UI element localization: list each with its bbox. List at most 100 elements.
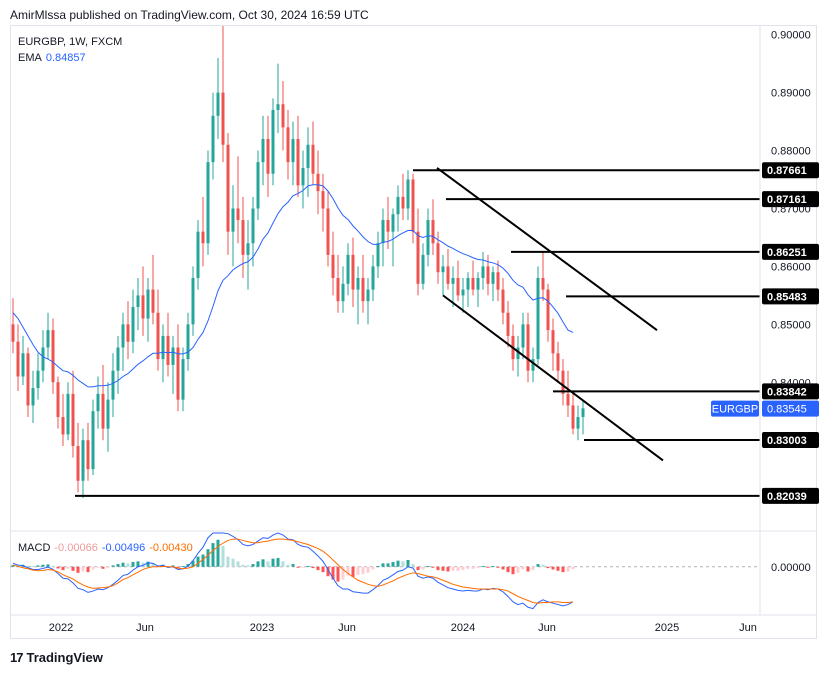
candle-body (211, 115, 215, 163)
candle-body (236, 208, 240, 221)
candle-body (101, 393, 105, 429)
level-price-label: 0.82039 (767, 491, 807, 503)
macd-histogram-bar (191, 560, 195, 567)
candle-body (456, 278, 460, 296)
macd-histogram-bar (91, 566, 95, 570)
macd-histogram-bar (136, 561, 140, 567)
macd-histogram-bar (81, 566, 85, 572)
candle-body (421, 254, 425, 284)
candle-body (416, 231, 420, 284)
candle-body (556, 353, 560, 371)
macd-histogram-bar (486, 566, 490, 568)
candle-body (401, 196, 405, 209)
candle-body (406, 179, 410, 209)
candle-body (501, 289, 505, 313)
macd-histogram-bar (251, 564, 255, 567)
macd-histogram-bar (96, 566, 100, 568)
symbol-legend[interactable]: EURGBP, 1W, FXCM (18, 36, 122, 48)
macd-histogram-bar (76, 566, 80, 573)
macd-histogram-bar (556, 566, 560, 571)
macd-histogram-bar (311, 566, 315, 569)
candle-body (466, 278, 470, 290)
ema-legend[interactable]: EMA 0.84857 (18, 52, 86, 64)
time-tick-label: 2022 (49, 622, 73, 634)
macd-histogram-bar (351, 566, 355, 577)
candle-body (221, 92, 225, 145)
macd-line (12, 532, 574, 610)
macd-histogram-bar (271, 558, 275, 567)
macd-histogram-bar (526, 566, 530, 572)
candle-body (131, 306, 135, 342)
tradingview-footer[interactable]: 17 TradingView (10, 650, 103, 665)
chart-frame[interactable] (10, 25, 817, 639)
candle-body (536, 278, 540, 360)
candle-body (196, 231, 200, 278)
candle-body (106, 399, 110, 429)
macd-histogram-bar (561, 566, 565, 573)
candle-body (116, 347, 120, 371)
candle-body (576, 417, 580, 429)
candle-body (451, 278, 455, 284)
macd-histogram-bar (61, 566, 65, 571)
candle-body (201, 231, 205, 244)
macd-histogram-bar (381, 563, 385, 567)
macd-histogram-bar (306, 566, 310, 568)
macd-histogram-bar (291, 564, 295, 567)
macd-histogram-bar (256, 561, 260, 567)
candle-body (286, 127, 290, 163)
last-price-label: 0.83545 (767, 404, 807, 416)
macd-histogram-bar (431, 566, 435, 568)
macd-histogram-bar (116, 564, 120, 567)
candle-body (581, 408, 585, 418)
candle-body (91, 411, 95, 470)
macd-histogram-bar (366, 566, 370, 573)
candle-body (136, 295, 140, 307)
price-tick-label: 0.84000 (771, 377, 811, 389)
candle-body (366, 289, 370, 302)
candle-body (446, 266, 450, 284)
symbol-title: EURGBP, 1W, FXCM (18, 36, 123, 48)
candle-body (471, 278, 475, 290)
macd-histogram-bar (391, 562, 395, 567)
macd-histogram-bar (236, 561, 240, 567)
macd-histogram-bar (536, 564, 540, 567)
level-price-label: 0.87161 (767, 194, 807, 206)
ema-line (12, 184, 574, 388)
macd-histogram-bar (336, 566, 340, 582)
price-tick-label: 0.88000 (771, 146, 811, 158)
symbol-name-label: EURGBP (712, 404, 758, 416)
candle-body (16, 341, 20, 377)
macd-histogram-bar (111, 565, 115, 567)
macd-legend[interactable]: MACD -0.00066 -0.00496 -0.00430 (18, 542, 193, 554)
time-tick-label: Jun (338, 622, 356, 634)
time-tick-label: Jun (136, 622, 154, 634)
level-price-label-bg (762, 191, 819, 208)
macd-histogram-bar (71, 566, 75, 571)
macd-histogram-bar (206, 549, 210, 567)
tradingview-brand: TradingView (26, 650, 103, 665)
macd-histogram-bar (51, 566, 55, 568)
time-tick-label: Jun (538, 622, 556, 634)
candle-body (281, 104, 285, 128)
ema-label: EMA (18, 52, 42, 64)
candle-body (301, 167, 305, 186)
macd-histogram-bar (471, 566, 475, 569)
last-price-label-bg (762, 400, 819, 417)
axes-layer: 0.90000 0.89000 0.88000 0.87000 0.86000 0.850… (10, 25, 817, 634)
candle-body (311, 144, 315, 174)
candle-body (231, 208, 235, 232)
macd-histogram-bar (261, 559, 265, 567)
macd-histogram-bar (296, 566, 300, 568)
level-price-label: 0.87661 (767, 165, 807, 177)
macd-histogram-bar (426, 566, 430, 568)
candle-body (341, 283, 345, 302)
macd-histogram-bar (286, 564, 290, 567)
macd-histogram-bar (66, 566, 70, 569)
candle-body (166, 335, 170, 365)
price-tick-label: 0.87000 (771, 203, 811, 215)
macd-histogram-bar (406, 560, 410, 567)
macd-histogram-bar (31, 566, 35, 568)
macd-histogram-bar (326, 566, 330, 577)
macd-histogram-bar (126, 563, 130, 567)
